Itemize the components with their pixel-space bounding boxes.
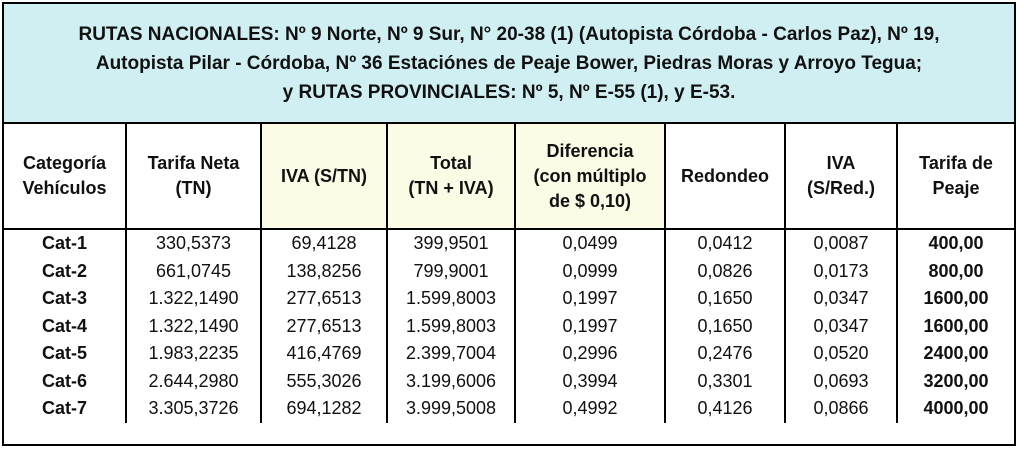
cell-tarifa-neta: 1.322,1490	[125, 285, 261, 313]
cell-tarifa-neta: 3.305,3726	[125, 395, 261, 423]
cell-tarifa-neta: 1.983,2235	[125, 340, 261, 368]
table-title: RUTAS NACIONALES: Nº 9 Norte, Nº 9 Sur, …	[4, 4, 1014, 124]
cell-diferencia: 0,1997	[514, 285, 665, 313]
cell-diferencia: 0,0999	[514, 257, 665, 285]
cell-total: 399,9501	[386, 229, 515, 258]
toll-table-frame: RUTAS NACIONALES: Nº 9 Norte, Nº 9 Sur, …	[2, 2, 1016, 446]
cell-tarifa-peaje: 4000,00	[896, 395, 1014, 423]
cell-redondeo: 0,1650	[664, 285, 785, 313]
title-line-2: Autopista Pilar - Córdoba, Nº 36 Estació…	[95, 52, 923, 74]
cell-diferencia: 0,0499	[514, 229, 665, 258]
cell-diferencia: 0,1997	[514, 312, 665, 340]
cell-tarifa-peaje: 2400,00	[896, 340, 1014, 368]
table-row: Cat-5 1.983,2235 416,4769 2.399,7004 0,2996 0…	[4, 340, 1014, 368]
cell-iva-tn: 416,4769	[260, 340, 387, 368]
cell-redondeo: 0,3301	[664, 367, 785, 395]
cell-tarifa-peaje: 400,00	[896, 229, 1014, 258]
cell-redondeo: 0,1650	[664, 312, 785, 340]
cell-tarifa-neta: 1.322,1490	[125, 312, 261, 340]
header-tarifa-peaje: Tarifa de Peaje	[896, 124, 1014, 230]
cell-iva-tn: 277,6513	[260, 285, 387, 313]
cell-categoria: Cat-7	[41, 398, 87, 419]
table-row: Cat-2 661,0745 138,8256 799,9001 0,0999 0,082…	[4, 257, 1014, 285]
cell-tarifa-neta: 661,0745	[125, 257, 261, 285]
cell-iva-tn: 277,6513	[260, 312, 387, 340]
cell-diferencia: 0,2996	[514, 340, 665, 368]
cell-iva-red: 0,0087	[784, 229, 897, 258]
cell-redondeo: 0,4126	[664, 395, 785, 423]
cell-tarifa-peaje: 3200,00	[896, 367, 1014, 395]
cell-total: 2.399,7004	[386, 340, 515, 368]
cell-iva-red: 0,0347	[784, 285, 897, 313]
table-row: Cat-6 2.644,2980 555,3026 3.199,6006 0,3994 0…	[4, 367, 1014, 395]
cell-redondeo: 0,2476	[664, 340, 785, 368]
cell-diferencia: 0,4992	[514, 395, 665, 423]
header-redondeo: Redondeo	[664, 124, 785, 230]
table-row: Cat-4 1.322,1490 277,6513 1.599,8003 0,1997 0…	[4, 312, 1014, 340]
header-iva-red: IVA (S/Red.)	[784, 124, 897, 230]
cell-iva-tn: 555,3026	[260, 367, 387, 395]
cell-total: 1.599,8003	[386, 312, 515, 340]
cell-categoria: Cat-5	[41, 343, 87, 364]
cell-iva-red: 0,0520	[784, 340, 897, 368]
cell-diferencia: 0,3994	[514, 367, 665, 395]
cell-categoria: Cat-4	[41, 315, 87, 336]
table-row: Cat-7 3.305,3726 694,1282 3.999,5008 0,4992 0…	[4, 395, 1014, 423]
cell-categoria: Cat-1	[41, 233, 87, 254]
cell-total: 799,9001	[386, 257, 515, 285]
cell-tarifa-neta: 330,5373	[125, 229, 261, 258]
cell-tarifa-peaje: 1600,00	[896, 285, 1014, 313]
header-iva-tn: IVA (S/TN)	[260, 124, 387, 230]
cell-total: 3.199,6006	[386, 367, 515, 395]
title-line-3: y RUTAS PROVINCIALES: Nº 5, Nº E-55 (1),…	[282, 81, 736, 103]
cell-tarifa-peaje: 1600,00	[896, 312, 1014, 340]
cell-tarifa-peaje: 800,00	[896, 257, 1014, 285]
header-categoria: Categoría Vehículos	[4, 124, 126, 230]
cell-iva-tn: 694,1282	[260, 395, 387, 423]
cell-redondeo: 0,0826	[664, 257, 785, 285]
cell-iva-red: 0,0173	[784, 257, 897, 285]
table-row: Cat-1 330,5373 69,4128 399,9501 0,0499 0,0412…	[4, 229, 1014, 258]
cell-categoria: Cat-2	[41, 260, 87, 281]
toll-rates-table: Categoría Vehículos Tarifa Neta (TN) IVA (…	[4, 124, 1014, 423]
cell-total: 1.599,8003	[386, 285, 515, 313]
cell-iva-tn: 69,4128	[260, 229, 387, 258]
cell-iva-tn: 138,8256	[260, 257, 387, 285]
cell-iva-red: 0,0866	[784, 395, 897, 423]
cell-iva-red: 0,0347	[784, 312, 897, 340]
cell-iva-red: 0,0693	[784, 367, 897, 395]
header-total: Total (TN + IVA)	[386, 124, 515, 230]
cell-total: 3.999,5008	[386, 395, 515, 423]
header-row: Categoría Vehículos Tarifa Neta (TN) IVA (…	[4, 124, 1014, 230]
header-tarifa-neta: Tarifa Neta (TN)	[125, 124, 261, 230]
table-row: Cat-3 1.322,1490 277,6513 1.599,8003 0,1997 0…	[4, 285, 1014, 313]
cell-categoria: Cat-3	[41, 288, 87, 309]
cell-categoria: Cat-6	[41, 370, 87, 391]
cell-tarifa-neta: 2.644,2980	[125, 367, 261, 395]
title-line-1: RUTAS NACIONALES: Nº 9 Norte, Nº 9 Sur, …	[78, 23, 940, 45]
cell-redondeo: 0,0412	[664, 229, 785, 258]
header-diferencia: Diferencia (con múltiplo de $ 0,10)	[514, 124, 665, 230]
